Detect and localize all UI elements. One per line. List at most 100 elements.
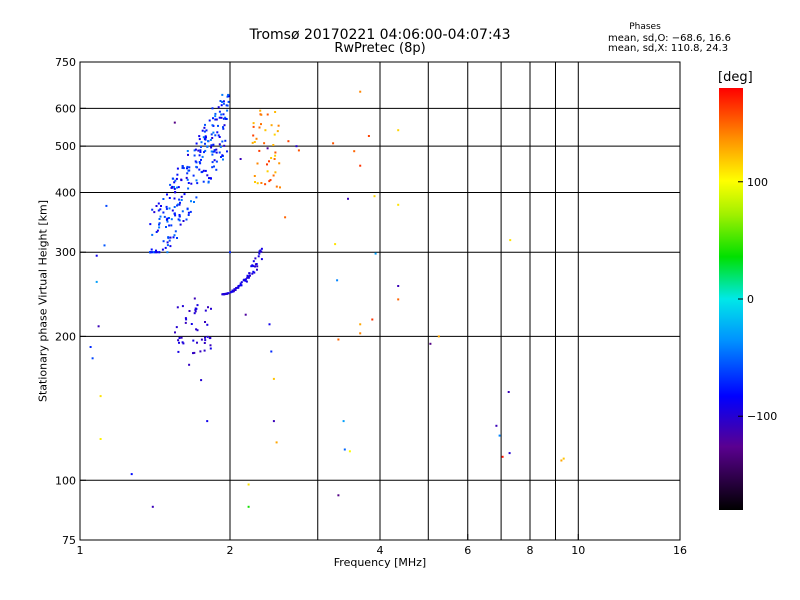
data-point — [218, 143, 221, 146]
data-point — [229, 291, 232, 294]
data-point — [130, 473, 133, 476]
data-point — [221, 101, 224, 103]
data-point — [158, 223, 160, 226]
data-point — [211, 107, 214, 110]
data-point — [266, 113, 269, 116]
data-point — [214, 118, 217, 121]
data-point — [168, 224, 171, 227]
data-point — [237, 284, 240, 287]
data-point — [209, 337, 212, 339]
colorbar-unit: [deg] — [718, 70, 753, 85]
data-point — [161, 248, 164, 251]
data-point — [159, 215, 162, 218]
data-point — [195, 179, 198, 182]
data-point — [181, 167, 184, 169]
data-point — [254, 265, 256, 268]
data-point — [270, 124, 273, 127]
data-point — [207, 140, 209, 143]
data-point — [157, 209, 160, 212]
y-tick-label: 600 — [55, 102, 76, 115]
data-point — [173, 186, 175, 188]
data-point — [397, 298, 400, 301]
data-point — [219, 100, 222, 102]
data-point — [97, 325, 100, 328]
data-point — [158, 226, 161, 229]
data-point — [158, 218, 161, 220]
data-point — [210, 307, 212, 310]
data-point — [275, 185, 278, 188]
colorbar-ticks: 100 0 −100 — [738, 176, 777, 423]
colorbar-tick-label: 100 — [747, 176, 768, 189]
data-point — [151, 505, 154, 508]
data-point — [258, 149, 261, 152]
data-point — [216, 131, 219, 134]
data-point — [178, 337, 181, 339]
data-point — [359, 164, 362, 167]
data-point — [275, 441, 278, 444]
data-point — [206, 174, 209, 177]
data-point — [208, 177, 210, 180]
data-point — [253, 141, 256, 143]
data-point — [180, 178, 183, 181]
data-point — [164, 246, 167, 249]
data-point — [163, 215, 166, 218]
data-point — [222, 126, 224, 129]
data-point — [274, 111, 277, 113]
data-point — [562, 457, 565, 460]
data-point — [186, 165, 189, 168]
data-point — [199, 149, 202, 152]
data-point — [343, 448, 346, 451]
data-point — [178, 198, 181, 201]
data-point — [246, 276, 249, 279]
data-point — [274, 151, 277, 154]
data-point — [202, 136, 205, 139]
data-point — [256, 182, 259, 185]
data-point — [185, 176, 188, 179]
data-point — [207, 306, 209, 309]
data-point — [203, 130, 206, 133]
data-point — [260, 182, 263, 184]
data-point — [255, 137, 258, 140]
data-point — [239, 284, 242, 287]
data-point — [200, 379, 203, 382]
data-point — [195, 142, 198, 145]
data-point — [222, 117, 225, 120]
data-point — [218, 116, 221, 119]
data-point — [181, 210, 184, 213]
data-point — [178, 203, 181, 206]
data-point — [254, 263, 257, 266]
y-axis-ticks: 75 100 200 300 400 500 600 750 — [55, 56, 86, 547]
data-point — [176, 186, 178, 189]
y-tick-label: 500 — [55, 140, 76, 153]
data-point — [194, 160, 197, 163]
data-point — [186, 167, 188, 170]
data-point — [173, 187, 176, 190]
data-point — [221, 154, 224, 157]
data-point — [209, 138, 212, 141]
data-point — [158, 222, 161, 225]
data-point — [200, 338, 203, 341]
data-point — [173, 234, 176, 237]
data-point — [272, 377, 275, 380]
data-point — [332, 142, 335, 145]
data-point — [252, 125, 255, 128]
data-point — [235, 287, 238, 289]
data-point — [264, 183, 267, 186]
data-point — [181, 341, 184, 344]
colorbar-tick-label: −100 — [747, 410, 777, 423]
data-point — [162, 198, 165, 200]
data-point — [91, 357, 94, 360]
data-point — [227, 95, 230, 98]
data-point — [196, 329, 199, 332]
x-axis-label: Frequency [MHz] — [333, 556, 427, 569]
data-point — [211, 137, 214, 139]
data-point — [153, 211, 156, 214]
data-point — [273, 158, 276, 160]
data-point — [212, 131, 215, 134]
data-point — [214, 134, 217, 137]
data-point — [215, 160, 218, 163]
data-point — [199, 162, 202, 165]
data-point — [226, 95, 229, 98]
data-point — [210, 146, 213, 149]
data-point — [173, 212, 176, 215]
